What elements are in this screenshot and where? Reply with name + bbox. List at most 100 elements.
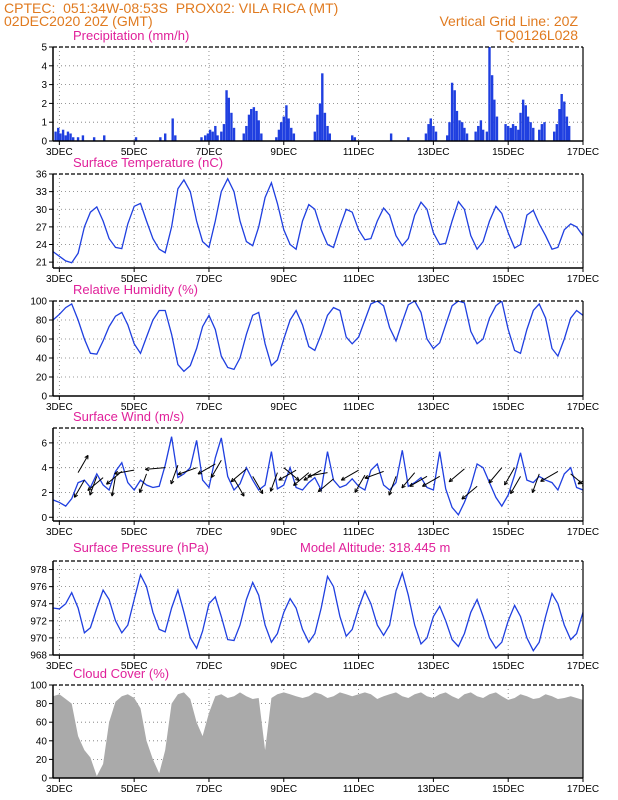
wind-arrow (540, 470, 559, 482)
wind-arrow (364, 470, 384, 479)
panel-4: 0 2 4 6 3DEC 5DEC 7DEC 9DEC 11DEC 13DEC 15DEC 17DEC… (41, 409, 612, 538)
precip-bar (282, 116, 285, 141)
x-tick-label: 7DEC (196, 274, 223, 285)
wind-arrow-head (597, 477, 601, 480)
x-tick-label: 13DEC (417, 661, 449, 672)
x-tick-label: 11DEC (343, 402, 375, 413)
precip-bar (558, 109, 561, 141)
wind-arrow (504, 467, 515, 486)
wind-arrow (341, 469, 359, 481)
panel-title: Surface Temperature (nC) (73, 155, 223, 170)
wind-arrow-head (340, 476, 346, 481)
wind-arrow-head (488, 479, 493, 484)
panel-annotation: Model Altitude: 318.445 m (300, 540, 450, 555)
wind-arrow-head (608, 496, 611, 500)
x-tick-label: 3DEC (46, 147, 73, 158)
precip-bar (250, 109, 253, 141)
y-tick-label: 80 (36, 316, 48, 327)
wind-arrow-head (278, 476, 283, 481)
wind-arrow-head (354, 488, 359, 493)
y-tick-label: 40 (36, 354, 48, 365)
precip-bar (230, 112, 233, 141)
x-tick-label: 15DEC (492, 274, 524, 285)
wind-arrow-head (177, 471, 182, 476)
panel-title: Surface Wind (m/s) (73, 409, 184, 424)
panel-1: 0 1 2 3 4 5 3DEC 5DEC 7DEC 9DEC 11DEC 13DEC 15DEC 17D… (41, 28, 599, 158)
wind-arrow (270, 472, 278, 492)
precip-bar (526, 116, 530, 141)
precip-bar (66, 131, 70, 141)
wind-arrow (145, 467, 166, 470)
y-tick-label: 5 (41, 43, 47, 54)
precip-bar (514, 125, 517, 141)
y-tick-label: 972 (30, 616, 47, 627)
precip-bar (563, 101, 566, 141)
panel-title: Precipitation (mm/h) (73, 28, 189, 43)
panel-title: Relative Humidity (%) (73, 282, 198, 297)
precip-bar (103, 135, 106, 141)
wind-arrow-head (293, 481, 298, 486)
precip-bar (232, 127, 236, 141)
precip-bar (427, 124, 430, 141)
precip-bar (285, 105, 288, 141)
precip-bar (216, 135, 219, 141)
x-tick-label: 3DEC (46, 402, 73, 413)
wind-arrow (531, 473, 540, 493)
precip-bar (227, 97, 230, 141)
wind-arrow (317, 478, 334, 493)
precip-bar (206, 133, 210, 141)
precip-bar (279, 122, 283, 141)
precip-bar (474, 131, 477, 141)
panel-5: 968 970 972 974 976 978 3DEC 5DEC 7DEC 9DEC 11DEC 1… (30, 540, 599, 672)
wind-arrow-head (303, 476, 308, 481)
precip-bar (495, 116, 499, 141)
wind-arrow (233, 478, 245, 497)
wind-arrow (602, 483, 612, 500)
wind-arrow-head (84, 454, 89, 460)
x-tick-label: 9DEC (270, 661, 297, 672)
wind-arrow (401, 472, 416, 489)
wind-arrow-head (145, 466, 150, 472)
precip-bar (69, 133, 72, 141)
precip-bar (222, 124, 226, 141)
y-tick-label: 40 (36, 736, 48, 747)
precip-bar (458, 120, 461, 141)
wind-arrow (409, 475, 428, 487)
wind-arrow-head (230, 477, 236, 483)
wind-arrow (139, 473, 147, 493)
y-tick-label: 6 (41, 438, 47, 449)
wind-arrow (278, 469, 297, 481)
wind-arrow (570, 473, 583, 485)
wind-arrow-head (388, 491, 393, 496)
x-tick-label: 15DEC (492, 661, 524, 672)
precip-bar (529, 122, 532, 141)
precip-bar (64, 135, 67, 141)
precip-bar (321, 73, 324, 141)
wind-arrow (354, 474, 366, 493)
precip-bar (463, 127, 466, 141)
x-tick-label: 7DEC (196, 402, 223, 413)
x-tick-label: 15DEC (492, 402, 524, 413)
panel-title: Cloud Cover (%) (73, 666, 169, 681)
y-tick-label: 80 (36, 699, 48, 710)
wind-arrow-head (114, 470, 119, 476)
x-tick-label: 9DEC (270, 274, 297, 285)
precip-bar (171, 118, 174, 141)
precip-bar (565, 116, 569, 141)
precip-bar (448, 122, 451, 141)
y-tick-label: 976 (30, 582, 47, 593)
x-tick-label: 3DEC (46, 527, 73, 538)
series-line (53, 301, 583, 373)
x-tick-label: 11DEC (343, 661, 375, 672)
y-tick-label: 0 (41, 774, 47, 785)
x-tick-label: 13DEC (417, 784, 449, 795)
x-tick-label: 13DEC (417, 274, 449, 285)
x-tick-label: 17DEC (567, 784, 599, 795)
x-tick-label: 5DEC (121, 147, 148, 158)
x-tick-label: 11DEC (343, 274, 375, 285)
precip-bar (446, 135, 449, 141)
wind-arrow-head (531, 488, 536, 494)
precip-bar (159, 137, 162, 141)
x-tick-label: 5DEC (121, 661, 148, 672)
